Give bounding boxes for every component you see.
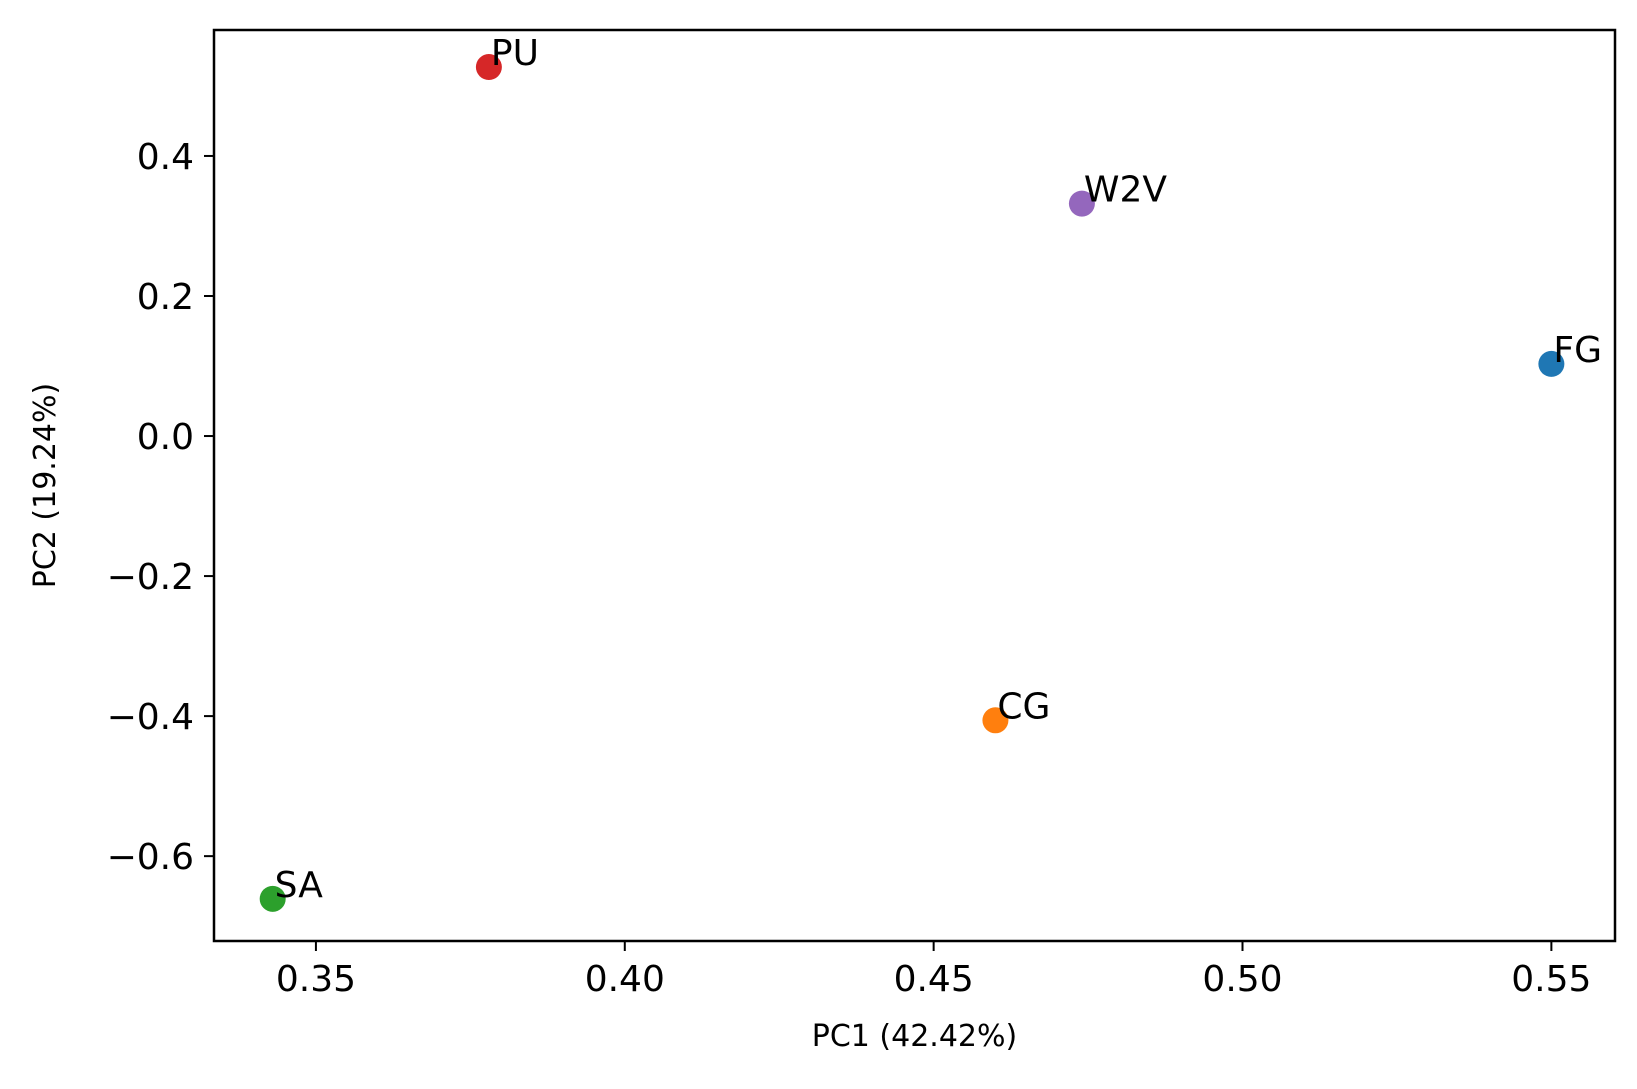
y-axis: −0.6 −0.4 −0.2 0.0 0.2 0.4 [107, 137, 214, 878]
data-points [259, 54, 1565, 912]
data-label-cg: CG [997, 686, 1050, 727]
x-axis: 0.35 0.40 0.45 0.50 0.55 [276, 941, 1591, 1000]
plot-frame [212, 28, 1617, 943]
y-tick-label: 0.0 [137, 417, 194, 458]
y-axis-label: PC2 (19.24%) [28, 383, 63, 588]
x-tick-label: 0.45 [894, 959, 974, 1000]
x-tick-label: 0.55 [1511, 959, 1591, 1000]
data-point-pu [475, 54, 502, 81]
plot-area [212, 28, 1617, 943]
y-tick-label: 0.4 [137, 137, 194, 178]
x-axis-label: PC1 (42.42%) [812, 1019, 1017, 1054]
data-point-fg [1538, 350, 1565, 377]
y-tick-label: −0.6 [107, 837, 194, 878]
y-tick-label: −0.2 [107, 557, 194, 598]
data-point-labels: FG CG SA PU W2V [275, 33, 1602, 906]
data-point-cg [982, 707, 1009, 734]
x-tick-label: 0.40 [585, 959, 665, 1000]
y-tick-label: −0.4 [107, 697, 194, 738]
x-tick-label: 0.50 [1202, 959, 1282, 1000]
data-label-w2v: W2V [1084, 170, 1168, 211]
x-tick-label: 0.35 [276, 959, 356, 1000]
data-label-fg: FG [1553, 330, 1602, 371]
data-label-sa: SA [275, 865, 324, 906]
y-tick-label: 0.2 [137, 277, 194, 318]
data-point-w2v [1068, 190, 1095, 217]
data-point-sa [259, 885, 286, 912]
data-label-pu: PU [491, 33, 539, 74]
